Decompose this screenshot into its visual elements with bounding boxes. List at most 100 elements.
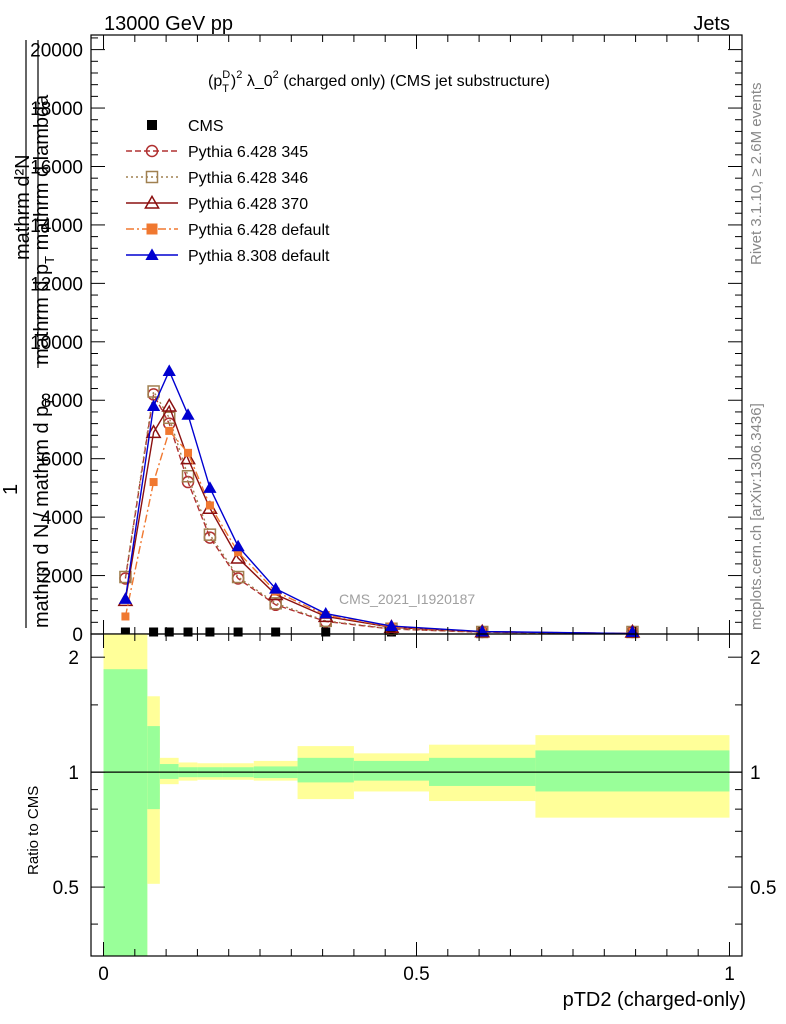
legend-marker xyxy=(146,223,158,235)
data-point xyxy=(120,627,130,637)
y-label-numerator: mathrm d²N xyxy=(12,154,34,260)
x-tick-label: 1 xyxy=(724,964,735,985)
x-tick-label: 0.5 xyxy=(403,964,429,985)
ratio-y-tick-label-right: 1 xyxy=(750,763,761,784)
ratio-bands xyxy=(103,634,730,956)
legend-marker xyxy=(147,120,157,130)
ratio-y-tick-label: 0.5 xyxy=(53,878,79,899)
ratio-panel: 0.5 0.51 12 2 0 0.5 1 Ratio to CMS pTD2 (char… xyxy=(25,633,776,1011)
data-point xyxy=(234,548,243,557)
x-tick-label: 0 xyxy=(98,964,109,985)
mcplots-label: mcplots.cern.ch [arXiv:1306.3436] xyxy=(748,403,765,630)
data-point xyxy=(319,606,333,619)
legend-label: Pythia 6.428 346 xyxy=(188,170,308,187)
legend-item: Pythia 6.428 370 xyxy=(126,194,308,213)
legend-marker xyxy=(145,248,159,260)
legend: CMS Pythia 6.428 345 Pythia 6.428 346 Pythi… xyxy=(126,118,330,265)
legend-label: Pythia 6.428 default xyxy=(188,222,330,239)
ratio-y-tick-label-right: 0.5 xyxy=(750,878,776,899)
ratio-y-label: Ratio to CMS xyxy=(25,786,42,875)
data-point xyxy=(205,501,214,510)
data-point xyxy=(162,411,176,425)
data-point xyxy=(203,481,217,493)
legend-item: Pythia 6.428 default xyxy=(126,222,330,239)
legend-label: Pythia 6.428 370 xyxy=(188,196,308,213)
legend-item: CMS xyxy=(147,118,224,135)
analysis-watermark: CMS_2021_I1920187 xyxy=(339,591,475,607)
data-point xyxy=(231,539,245,552)
x-axis-label: pTD2 (charged-only) xyxy=(563,989,746,1011)
legend-marker xyxy=(144,194,160,209)
data-point xyxy=(233,627,243,637)
data-point xyxy=(181,469,195,483)
main-y-tick-label: 14000 xyxy=(30,216,83,237)
data-point xyxy=(146,399,161,412)
data-point xyxy=(118,592,133,604)
data-point xyxy=(184,448,193,457)
main-y-tick-label: 8000 xyxy=(41,391,83,412)
data-point xyxy=(164,627,174,637)
data-point xyxy=(181,408,195,420)
data-point xyxy=(384,619,399,632)
data-point xyxy=(161,397,178,412)
data-point xyxy=(321,627,331,637)
ratio-x-ticks: 0 0.5 1 xyxy=(98,634,735,985)
main-y-tick-label: 4000 xyxy=(41,508,83,529)
main-y-tick-label: 12000 xyxy=(30,274,83,295)
main-plot-marks xyxy=(117,364,641,639)
ratio-inner-band xyxy=(103,669,148,956)
y-label-one: 1 xyxy=(0,484,22,495)
data-point xyxy=(119,570,132,584)
data-point xyxy=(269,582,283,594)
data-point xyxy=(269,597,282,610)
main-y-tick-label: 16000 xyxy=(30,157,83,178)
data-point xyxy=(180,450,196,465)
y-label-frac-den: mathrm d N / mathrm d pT xyxy=(31,398,57,628)
legend-item: Pythia 6.428 345 xyxy=(126,144,308,161)
main-panel: 0 2000 4000 6000 8000 10000 12000 14000 16000 180… xyxy=(0,34,743,646)
main-x-ticks xyxy=(103,35,730,634)
main-y-tick-label: 18000 xyxy=(30,99,83,120)
main-y-ticks: 0 2000 4000 6000 8000 10000 12000 14000 16000 180… xyxy=(30,37,742,646)
data-point xyxy=(147,385,160,398)
main-y-axis-label: mathrm d²N mathrm d pT mathrm d lambda 1… xyxy=(0,40,57,628)
legend-label: Pythia 6.428 345 xyxy=(188,144,308,161)
legend-item: Pythia 8.308 default xyxy=(126,248,330,265)
ratio-y-tick-label: 2 xyxy=(68,648,79,669)
ratio-inner-band xyxy=(535,750,730,792)
header-right-label: Jets xyxy=(693,13,730,35)
data-point xyxy=(183,627,193,637)
main-y-tick-label: 10000 xyxy=(30,333,83,354)
ratio-y-tick-label-right: 2 xyxy=(750,648,761,669)
series-line xyxy=(124,404,633,635)
legend-marker xyxy=(145,144,159,158)
main-title: (pD T)2 λ_02 (charged only) (CMS jet subs… xyxy=(208,69,550,95)
ratio-y-tick-label: 1 xyxy=(68,763,79,784)
rivet-version-label: Rivet 3.1.10, ≥ 2.6M events xyxy=(748,83,765,266)
data-point xyxy=(165,426,174,435)
data-point xyxy=(205,627,215,637)
ratio-y-ticks: 0.5 0.5 1 1 2 2 xyxy=(53,648,776,925)
main-y-tick-label: 20000 xyxy=(30,41,83,62)
data-point xyxy=(231,570,245,584)
data-point xyxy=(149,478,158,487)
ratio-inner-band xyxy=(159,764,179,779)
ratio-inner-band xyxy=(147,726,160,810)
legend-label: Pythia 8.308 default xyxy=(188,248,330,265)
main-y-tick-label: 0 xyxy=(72,625,83,646)
y-label-denominator: mathrm d pT mathrm d lambda xyxy=(31,94,57,365)
ratio-inner-band xyxy=(353,760,430,781)
main-y-tick-label: 2000 xyxy=(41,567,83,588)
ratio-inner-band xyxy=(297,757,354,783)
legend-label: CMS xyxy=(188,118,224,135)
legend-marker xyxy=(145,170,159,184)
data-point xyxy=(162,364,176,376)
legend-item: Pythia 6.428 346 xyxy=(126,170,308,187)
data-point xyxy=(121,612,130,621)
data-point xyxy=(149,627,159,637)
main-y-tick-label: 6000 xyxy=(41,450,83,471)
header-left-label: 13000 GeV pp xyxy=(104,13,233,35)
data-point xyxy=(230,549,246,564)
data-point xyxy=(203,528,217,541)
